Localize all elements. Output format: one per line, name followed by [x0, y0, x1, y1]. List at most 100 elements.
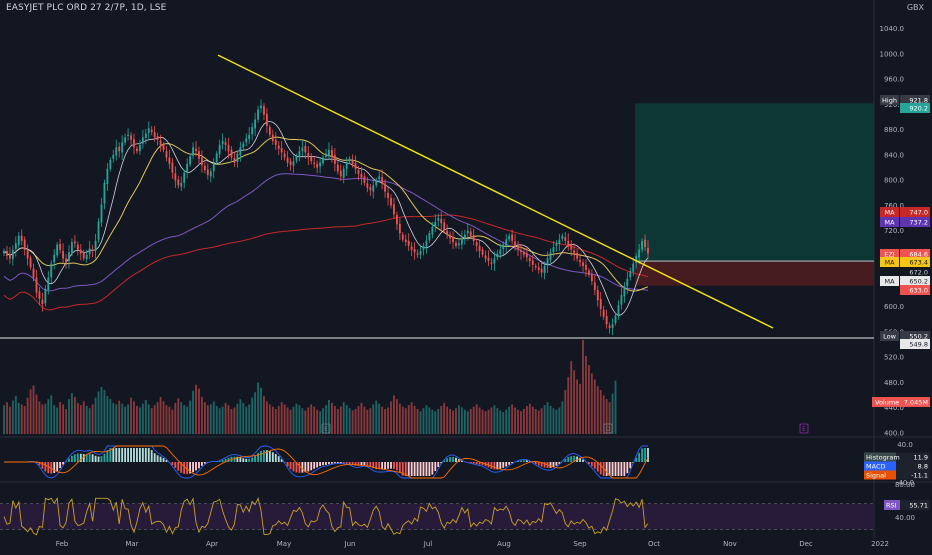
- candle-body: [470, 231, 472, 235]
- candle-body: [89, 248, 91, 254]
- macd-histogram-bar: [310, 462, 312, 470]
- candle-body: [393, 204, 395, 214]
- candle-body: [609, 325, 611, 328]
- volume-bar: [405, 408, 407, 434]
- volume-bar: [263, 396, 265, 434]
- candle-body: [485, 255, 487, 258]
- macd-histogram-bar: [343, 462, 345, 463]
- volume-bar: [12, 401, 14, 434]
- candle-body: [343, 169, 345, 178]
- candle-body: [95, 241, 97, 251]
- macd-histogram-bar: [612, 462, 614, 476]
- volume-bar: [449, 409, 451, 434]
- volume-bar: [544, 405, 546, 434]
- candle-body: [561, 236, 563, 239]
- volume-bar: [145, 400, 147, 434]
- candle-body: [623, 286, 625, 296]
- volume-bar: [588, 365, 590, 434]
- candle-body: [189, 156, 191, 164]
- candle-body: [553, 247, 555, 252]
- candle-body: [352, 159, 354, 163]
- candle-body: [219, 145, 221, 154]
- macd-histogram-bar: [594, 462, 596, 469]
- volume-bar: [426, 405, 428, 434]
- candle-body: [355, 163, 357, 169]
- candle-body: [541, 269, 543, 273]
- macd-macd-tag-value: 8.8: [918, 463, 928, 471]
- macd-histogram-bar: [384, 462, 386, 469]
- candle-body: [301, 147, 303, 151]
- volume-bar: [278, 406, 280, 434]
- volume-bar: [272, 407, 274, 434]
- macd-histogram-bar: [242, 458, 244, 462]
- candle-body: [21, 236, 23, 241]
- candle-body: [564, 237, 566, 241]
- candle-body: [242, 144, 244, 148]
- macd-histogram-bar: [59, 462, 61, 468]
- volume-tag-value: 7.045M: [904, 399, 928, 407]
- volume-bar: [106, 396, 108, 434]
- candle-body: [109, 160, 111, 169]
- macd-histogram-bar: [251, 457, 253, 462]
- ma-a-tag-value: 747.0: [909, 209, 928, 217]
- candle-body: [59, 244, 61, 250]
- macd-histogram-bar: [301, 462, 303, 473]
- candle-body: [50, 264, 52, 278]
- volume-bar: [523, 409, 525, 434]
- macd-histogram-bar: [328, 462, 330, 464]
- candle-body: [39, 291, 41, 299]
- time-tick-label: Oct: [648, 540, 660, 548]
- volume-bar: [157, 402, 159, 434]
- volume-bar: [502, 412, 504, 434]
- candle-body: [452, 237, 454, 242]
- candle-body: [449, 235, 451, 239]
- volume-bar: [287, 407, 289, 434]
- volume-bar: [195, 385, 197, 434]
- volume-bar: [239, 399, 241, 434]
- volume-bar: [101, 387, 103, 434]
- macd-histogram-bar: [405, 462, 407, 476]
- volume-bar: [290, 410, 292, 434]
- macd-histogram-bar: [257, 453, 259, 462]
- volume-bar: [86, 406, 88, 434]
- macd-histogram-bar: [431, 462, 433, 475]
- volume-bar: [213, 401, 215, 434]
- volume-bar: [39, 401, 41, 434]
- time-tick-label: Apr: [206, 540, 218, 548]
- ma-c-tag-label: MA: [884, 259, 895, 267]
- macd-histogram-bar: [174, 462, 176, 468]
- volume-bar: [452, 411, 454, 435]
- volume-bar: [251, 398, 253, 434]
- candle-body: [151, 130, 153, 133]
- time-tick-label: Nov: [723, 540, 737, 548]
- chart-title[interactable]: EASYJET PLC ORD 27 2/7P, 1D, LSE: [6, 3, 166, 13]
- candle-body: [124, 137, 126, 142]
- volume-bar: [375, 401, 377, 434]
- macd-histogram-bar: [142, 448, 144, 462]
- candle-body: [520, 251, 522, 252]
- macd-histogram-bar: [620, 462, 622, 476]
- volume-bar: [526, 406, 528, 434]
- candle-body: [417, 253, 419, 254]
- volume-bar: [71, 393, 73, 434]
- candle-body: [491, 262, 493, 263]
- macd-histogram-bar: [157, 455, 159, 462]
- low-tag-label: Low: [883, 333, 896, 341]
- macd-histogram-bar: [71, 456, 73, 462]
- macd-histogram-bar: [177, 462, 179, 471]
- price-tick-label: 480.0: [884, 379, 904, 387]
- volume-bar: [121, 404, 123, 434]
- macd-histogram-bar: [505, 462, 507, 467]
- candle-body: [499, 250, 501, 254]
- candle-body: [6, 251, 8, 256]
- volume-bar: [296, 404, 298, 434]
- candle-body: [641, 241, 643, 250]
- candle-body: [585, 265, 587, 270]
- macd-histogram-bar: [538, 462, 540, 465]
- volume-bar: [186, 407, 188, 434]
- candle-body: [526, 253, 528, 257]
- candle-body: [402, 235, 404, 240]
- volume-bar: [216, 406, 218, 434]
